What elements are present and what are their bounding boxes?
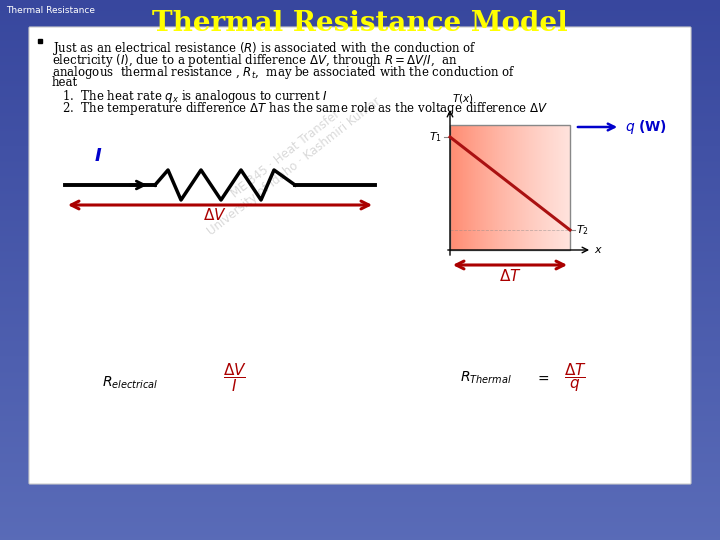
Text: ME 345 · Heat Transfer
University of Idaho · Kashmiri Kumar: ME 345 · Heat Transfer University of Ida… bbox=[197, 83, 384, 238]
Text: $x$: $x$ bbox=[594, 245, 603, 255]
Text: $T_2$: $T_2$ bbox=[576, 223, 589, 237]
Text: electricity $(I)$, due to a potential difference $\Delta V$, through $R = \Delta: electricity $(I)$, due to a potential di… bbox=[52, 52, 457, 69]
Text: Thermal Resistance Model: Thermal Resistance Model bbox=[152, 10, 568, 37]
Text: $\dfrac{\Delta T}{q}$: $\dfrac{\Delta T}{q}$ bbox=[564, 362, 587, 394]
Text: $R_{Thermal}$: $R_{Thermal}$ bbox=[460, 370, 512, 386]
Text: $q\ \mathbf{(W)}$: $q\ \mathbf{(W)}$ bbox=[625, 118, 667, 136]
Text: analogous  thermal resistance , $R_t$,  may be associated with the conduction of: analogous thermal resistance , $R_t$, ma… bbox=[52, 64, 516, 81]
Text: $T(x)$: $T(x)$ bbox=[452, 92, 474, 105]
Text: $\dfrac{\Delta V}{I}$: $\dfrac{\Delta V}{I}$ bbox=[223, 362, 247, 394]
Text: 2.  The temperature difference $\Delta T$ has the same role as the voltage diffe: 2. The temperature difference $\Delta T$… bbox=[62, 100, 548, 117]
Text: heat: heat bbox=[52, 76, 78, 89]
Text: 1.  The heat rate $q_x$ is analogous to current $I$: 1. The heat rate $q_x$ is analogous to c… bbox=[62, 88, 328, 105]
Text: Just as an electrical resistance $(R)$ is associated with the conduction of: Just as an electrical resistance $(R)$ i… bbox=[52, 40, 477, 57]
Bar bbox=[450, 125, 570, 250]
Text: $R_{electrical}$: $R_{electrical}$ bbox=[102, 375, 158, 391]
Text: $\Delta T$: $\Delta T$ bbox=[499, 268, 521, 284]
Text: $T_1$: $T_1$ bbox=[429, 130, 442, 144]
Text: $\Delta V$: $\Delta V$ bbox=[203, 207, 227, 223]
FancyBboxPatch shape bbox=[29, 27, 691, 484]
Text: $\bfit{I}$: $\bfit{I}$ bbox=[94, 147, 102, 165]
Text: $=$: $=$ bbox=[534, 371, 549, 385]
Text: Thermal Resistance: Thermal Resistance bbox=[6, 6, 95, 15]
